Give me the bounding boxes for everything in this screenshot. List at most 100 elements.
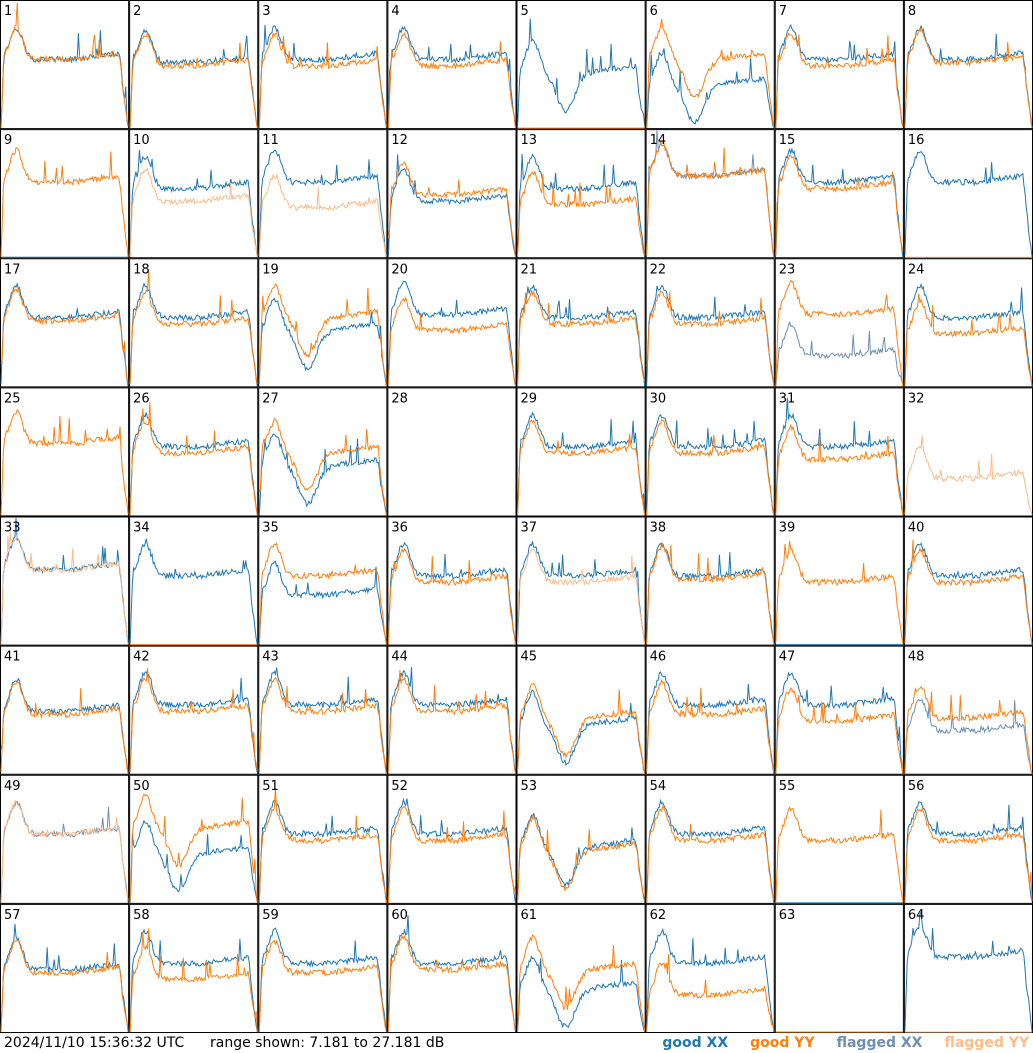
panel-frame	[516, 387, 646, 517]
series-xx-58	[129, 928, 258, 1033]
panel-label: 11	[262, 133, 279, 148]
panel-label: 62	[650, 908, 667, 923]
panel-label: 35	[262, 521, 279, 536]
series-yy-46	[646, 678, 775, 772]
panel-label: 4	[391, 4, 399, 19]
series-yy-62	[646, 953, 775, 1032]
panel-54: 54	[645, 774, 775, 904]
panel-frame	[387, 258, 517, 388]
series-yy-18	[129, 269, 258, 385]
panel-label: 46	[650, 650, 667, 665]
series-xx-62	[646, 927, 775, 1033]
panel-label: 14	[650, 133, 667, 148]
series-xx-40	[904, 542, 1033, 645]
series-xx-35	[258, 560, 387, 645]
panel-47: 47	[774, 645, 904, 775]
series-yy-32	[904, 435, 1033, 515]
panel-frame	[903, 387, 1033, 517]
panel-44: 44	[387, 645, 517, 775]
series-xx-54	[646, 798, 775, 903]
series-yy-31	[775, 423, 904, 516]
panel-label: 53	[521, 779, 538, 794]
panel-label: 24	[908, 262, 925, 277]
panel-5: 5	[516, 0, 646, 130]
panel-38: 38	[645, 516, 775, 646]
series-xx-18	[129, 282, 258, 387]
panel-label: 13	[521, 133, 538, 148]
panel-label: 60	[391, 908, 408, 923]
series-yy-49	[0, 799, 129, 903]
panel-24: 24	[903, 258, 1033, 388]
series-yy-36	[387, 547, 516, 645]
panel-frame	[0, 516, 130, 646]
panel-label: 33	[4, 521, 21, 536]
series-yy-11	[258, 173, 387, 257]
panel-label: 3	[262, 4, 270, 19]
panel-50: 50	[129, 774, 259, 904]
series-xx-24	[904, 282, 1033, 387]
series-xx-27	[258, 433, 387, 516]
panel-frame	[387, 903, 517, 1033]
legend-flagged-xx: flagged XX	[836, 1035, 923, 1051]
panel-label: 57	[4, 908, 21, 923]
panel-13: 13	[516, 129, 646, 259]
panel-frame	[387, 516, 517, 646]
panel-label: 48	[908, 650, 925, 665]
series-yy-29	[517, 419, 646, 516]
series-xx-47	[775, 671, 904, 774]
panel-frame	[645, 387, 775, 517]
panel-frame	[129, 387, 259, 517]
series-yy-40	[904, 539, 1033, 645]
series-yy-12	[387, 161, 516, 258]
panel-label: 55	[779, 779, 796, 794]
panel-52: 52	[387, 774, 517, 904]
series-yy-59	[258, 939, 387, 1033]
panel-26: 26	[129, 387, 259, 517]
panel-53: 53	[516, 774, 646, 904]
panel-frame	[0, 0, 130, 130]
series-xx-13	[517, 153, 646, 258]
series-yy-24	[904, 293, 1033, 387]
panel-frame	[0, 645, 130, 775]
panel-frame	[903, 129, 1033, 259]
panel-42: 42	[129, 645, 259, 775]
panel-frame	[645, 258, 775, 388]
series-yy-43	[258, 676, 387, 774]
panel-label: 37	[521, 521, 538, 536]
series-yy-2	[129, 31, 258, 129]
series-xx-2	[129, 28, 258, 129]
panel-frame	[129, 774, 259, 904]
range-readout: range shown: 7.181 to 27.181 dB	[210, 1035, 445, 1051]
panel-label: 10	[133, 133, 150, 148]
series-xx-46	[646, 671, 775, 774]
series-xx-56	[904, 801, 1033, 903]
series-xx-15	[775, 147, 904, 258]
series-yy-58	[129, 928, 258, 1033]
series-yy-21	[517, 290, 646, 387]
panel-label: 15	[779, 133, 796, 148]
panel-17: 17	[0, 258, 130, 388]
panel-43: 43	[258, 645, 388, 775]
panel-frame	[903, 645, 1033, 775]
series-yy-7	[775, 32, 904, 129]
panel-label: 31	[779, 391, 796, 406]
panel-label: 54	[650, 779, 667, 794]
panel-frame	[258, 645, 388, 775]
legend: good XX good YY flagged XX flagged YY	[662, 1033, 1029, 1053]
panel-frame	[903, 903, 1033, 1033]
series-yy-61	[517, 934, 646, 1032]
panel-57: 57	[0, 903, 130, 1033]
series-xx-31	[775, 397, 904, 514]
series-yy-52	[387, 806, 516, 903]
panel-label: 63	[779, 908, 796, 923]
panel-frame	[516, 645, 646, 775]
panel-63: 63	[774, 903, 904, 1033]
panel-frame	[774, 903, 904, 1033]
series-yy-47	[775, 687, 904, 774]
panel-32: 32	[903, 387, 1033, 517]
panel-frame	[129, 0, 259, 130]
panel-61: 61	[516, 903, 646, 1033]
panel-frame	[387, 0, 517, 130]
series-yy-4	[387, 31, 516, 129]
series-xx-17	[0, 282, 129, 387]
